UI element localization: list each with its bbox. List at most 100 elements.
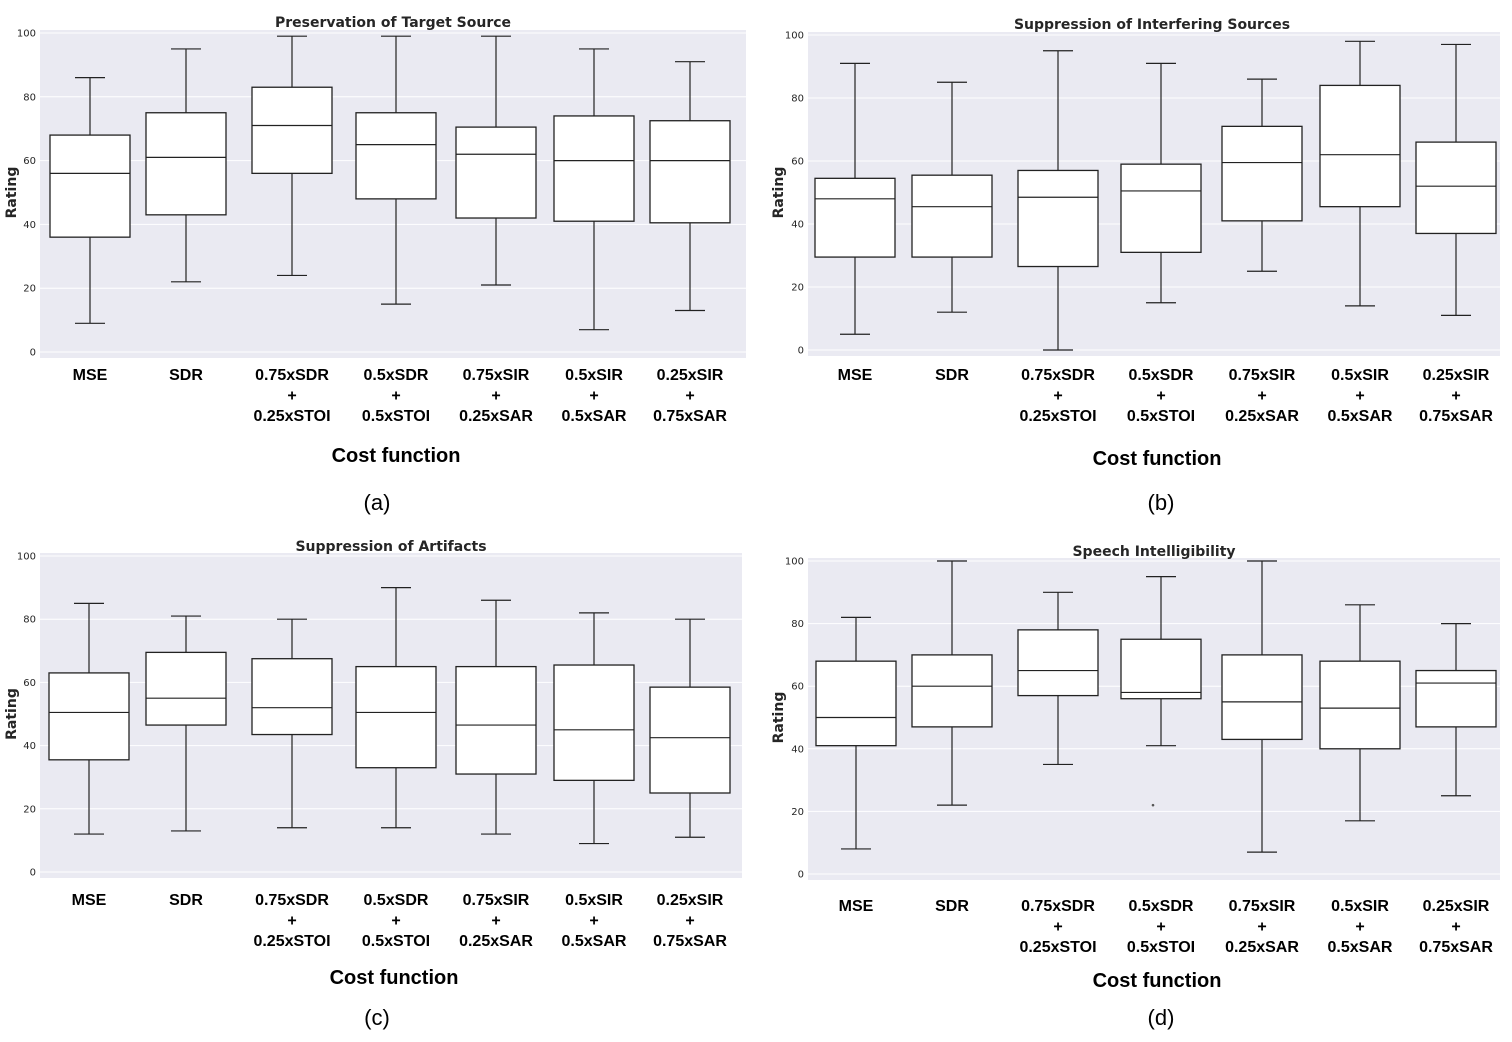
panel-label: (d) [1148, 1005, 1175, 1030]
x-tick-label: 0.5xSDR [1129, 367, 1194, 384]
iqr-box [1120, 638, 1202, 700]
y-tick-label: 40 [23, 741, 36, 752]
iqr-box [1221, 654, 1303, 741]
y-tick-label: 20 [23, 804, 36, 815]
iqr-box [145, 651, 227, 726]
chart-title: Suppression of Artifacts [295, 539, 486, 555]
x-tick-label: + [589, 913, 598, 930]
x-tick-label: 0.25xSAR [459, 933, 533, 950]
x-tick-label: 0.75xSIR [1229, 898, 1296, 915]
box-2 [911, 560, 993, 806]
iqr-box [1319, 84, 1401, 208]
iqr-box [1017, 629, 1099, 697]
box-4 [1120, 62, 1202, 304]
x-tick-label: 0.75xSAR [1419, 408, 1493, 425]
iqr-box [911, 654, 993, 728]
x-tick-label: + [1053, 388, 1062, 405]
box-5 [455, 35, 537, 286]
y-tick-label: 100 [785, 557, 804, 568]
x-tick-label: + [1156, 919, 1165, 936]
y-tick-label: 20 [791, 807, 804, 818]
x-tick-label: 0.75xSDR [255, 367, 329, 384]
y-tick-label: 20 [23, 284, 36, 295]
iqr-box [455, 665, 537, 775]
y-tick-label: 80 [791, 94, 804, 105]
box-7 [649, 618, 731, 838]
iqr-box [355, 112, 437, 200]
box-7 [1415, 43, 1497, 316]
x-tick-label: + [1451, 388, 1460, 405]
box-6 [553, 612, 635, 845]
x-axis-label: Cost function [1093, 448, 1222, 470]
box-4 [355, 35, 437, 305]
y-axis-label: Rating [4, 167, 20, 219]
y-tick-label: 0 [30, 348, 36, 359]
x-tick-label: 0.75xSDR [1021, 898, 1095, 915]
x-tick-label: 0.5xSTOI [1127, 408, 1195, 425]
iqr-box [1221, 125, 1303, 222]
box-7 [1415, 622, 1497, 797]
x-tick-label: + [685, 388, 694, 405]
x-tick-label: 0.5xSIR [1331, 898, 1389, 915]
x-tick-label: 0.5xSTOI [362, 408, 430, 425]
chart-panel-c: 0 20 40 60 80 100 Rating Suppression of Artifac… [4, 539, 742, 1030]
y-tick-label: 80 [23, 92, 36, 103]
iqr-box [251, 86, 333, 175]
y-tick-label: 80 [23, 615, 36, 626]
y-axis-label: Rating [4, 688, 20, 740]
iqr-box [815, 660, 897, 747]
chart-title: Suppression of Interfering Sources [1014, 17, 1290, 33]
box-1 [814, 62, 896, 335]
y-axis-label: Rating [771, 167, 787, 219]
y-tick-label: 60 [23, 156, 36, 167]
x-tick-label: 0.75xSIR [463, 367, 530, 384]
panel-label: (a) [364, 490, 391, 515]
box-3 [251, 618, 333, 829]
x-axis-label: Cost function [332, 445, 461, 467]
iqr-box [455, 126, 537, 219]
y-axis-label: Rating [771, 692, 787, 744]
iqr-box [553, 115, 635, 222]
x-tick-label: 0.5xSIR [565, 892, 623, 909]
y-tick-label: 80 [791, 619, 804, 630]
box-3 [1017, 50, 1099, 351]
x-tick-label: 0.75xSAR [653, 408, 727, 425]
x-tick-label: 0.5xSAR [1328, 408, 1393, 425]
x-axis-label: Cost function [1093, 970, 1222, 992]
iqr-box [911, 174, 993, 258]
x-tick-label: + [589, 388, 598, 405]
x-tick-label: 0.5xSAR [1328, 939, 1393, 956]
chart-panel-b: 0 20 40 60 80 100 Rating Suppression of Interfe… [771, 17, 1500, 515]
x-tick-label: + [1053, 919, 1062, 936]
iqr-box [553, 664, 635, 782]
x-tick-label: + [491, 913, 500, 930]
y-tick-label: 100 [785, 31, 804, 42]
x-tick-label: 0.75xSDR [1021, 367, 1095, 384]
box-3 [251, 35, 333, 277]
y-tick-label: 20 [791, 283, 804, 294]
iqr-box [48, 672, 130, 761]
box-2 [911, 81, 993, 313]
x-tick-label: 0.75xSIR [463, 892, 530, 909]
x-tick-label: + [1156, 388, 1165, 405]
y-tick-label: 0 [30, 868, 36, 879]
box-7 [649, 61, 731, 312]
box-1 [815, 616, 897, 850]
panel-label: (c) [364, 1005, 390, 1030]
x-tick-label: 0.25xSTOI [1019, 408, 1096, 425]
iqr-box [1415, 669, 1497, 728]
x-tick-label: 0.25xSTOI [1019, 939, 1096, 956]
x-tick-label: + [1257, 919, 1266, 936]
box-2 [145, 48, 227, 283]
iqr-box [1415, 141, 1497, 235]
y-tick-label: 40 [791, 744, 804, 755]
x-tick-label: 0.25xSAR [1225, 939, 1299, 956]
x-tick-label: + [491, 388, 500, 405]
iqr-box [251, 658, 333, 736]
iqr-box [1319, 660, 1401, 750]
x-tick-label: 0.5xSTOI [1127, 939, 1195, 956]
chart-title: Preservation of Target Source [275, 15, 511, 31]
iqr-box [355, 665, 437, 769]
box-6 [1319, 40, 1401, 307]
